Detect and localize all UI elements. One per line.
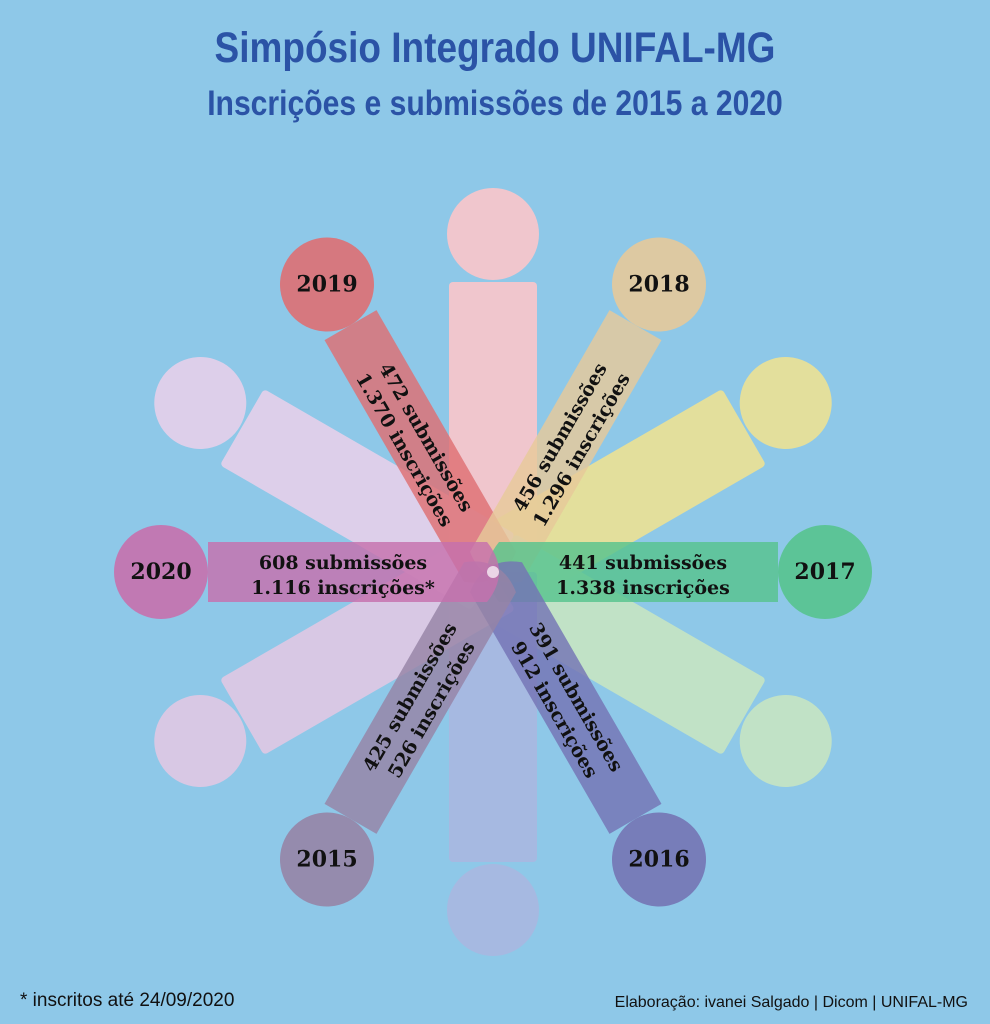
- registrations-2017: 1.338 inscrições: [556, 577, 730, 599]
- year-label-2020: 2020: [130, 559, 191, 585]
- year-band-2018: [470, 310, 662, 583]
- year-circle-2020: [114, 525, 208, 619]
- year-band-2016: [470, 561, 662, 834]
- year-circle-2019: [280, 237, 374, 332]
- registrations-2020: 1.116 inscrições*: [251, 577, 435, 599]
- footnote: * inscritos até 24/09/2020: [20, 990, 235, 1011]
- year-label-2019: 2019: [296, 271, 357, 297]
- year-circle-2017: [778, 525, 872, 619]
- year-circle-2018: [612, 237, 706, 332]
- year-band-2017: [487, 542, 778, 602]
- year-arm-2020: 2020 608 submissões 1.116 inscrições*: [114, 525, 499, 619]
- center-hub: [487, 566, 499, 578]
- credit-line: Elaboração: ivanei Salgado | Dicom | UNI…: [614, 994, 968, 1011]
- infographic-subtitle: Inscrições e submissões de 2015 a 2020: [207, 84, 783, 123]
- year-label-2015: 2015: [296, 847, 357, 873]
- year-circle-2015: [280, 812, 374, 907]
- year-band-2015: [324, 561, 516, 834]
- year-label-2017: 2017: [794, 559, 855, 585]
- year-label-2016: 2016: [628, 847, 689, 873]
- year-circle-2016: [612, 812, 706, 907]
- year-label-2018: 2018: [628, 271, 689, 297]
- infographic-title: Simpósio Integrado UNIFAL-MG: [214, 24, 776, 72]
- submissions-2017: 441 submissões: [559, 552, 727, 574]
- year-band-2019: [324, 310, 516, 583]
- submissions-2020: 608 submissões: [259, 552, 427, 574]
- year-band-2020: [208, 542, 499, 602]
- year-arm-2017: 2017 441 submissões 1.338 inscrições: [487, 525, 872, 619]
